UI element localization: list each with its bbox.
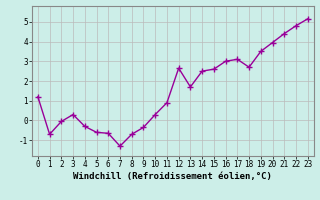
X-axis label: Windchill (Refroidissement éolien,°C): Windchill (Refroidissement éolien,°C) bbox=[73, 172, 272, 181]
